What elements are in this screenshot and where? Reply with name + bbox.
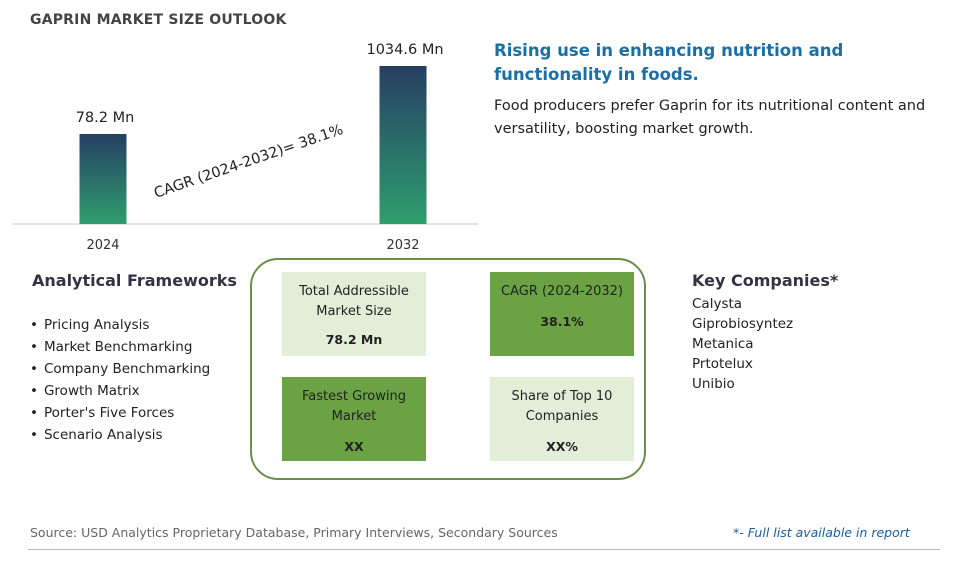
cagr-value: 38.1% [540, 314, 584, 329]
metrics-frame [250, 258, 646, 480]
x-tick-label-2024: 2024 [86, 238, 119, 253]
analytical-frameworks-list: Pricing Analysis Market Benchmarking Com… [30, 314, 210, 446]
fastest-growing-label: Fastest Growing Market [302, 389, 406, 424]
tam-box: Total Addressible Market Size 78.2 Mn [282, 272, 426, 356]
description: Food producers prefer Gaprin for its nut… [494, 98, 926, 137]
tam-label: Total Addressible Market Size [299, 284, 409, 319]
key-companies-list: Calysta Giprobiosyntez Metanica Prtotelu… [692, 294, 793, 394]
list-item: Giprobiosyntez [692, 316, 794, 332]
list-item: Company Benchmarking [30, 358, 210, 380]
key-companies-title: Key Companies* [692, 271, 839, 290]
source-note: Source: USD Analytics Proprietary Databa… [30, 525, 558, 540]
cagr-label: CAGR (2024-2032) [501, 284, 623, 299]
data-label-2024: 78.2 Mn [76, 110, 135, 126]
list-item: Porter's Five Forces [30, 402, 210, 424]
bar-2032 [379, 66, 427, 224]
full-list-note: *- Full list available in report [733, 525, 910, 540]
x-tick-label-2032: 2032 [386, 238, 419, 253]
footer-divider [28, 549, 940, 550]
list-item: Growth Matrix [30, 380, 210, 402]
list-item: Scenario Analysis [30, 424, 210, 446]
tam-value: 78.2 Mn [325, 332, 383, 347]
cagr-annotation: CAGR (2024-2032)= 38.1% [152, 122, 345, 202]
top10-share-box: Share of Top 10 Companies XX% [490, 377, 634, 461]
list-item: Metanica [692, 336, 754, 352]
list-item: Market Benchmarking [30, 336, 210, 358]
fastest-growing-value: XX [344, 439, 364, 454]
market-size-bar-chart: 78.2 Mn 2024 1034.6 Mn 2032 CAGR (2024-2032… [12, 42, 478, 253]
list-item: Prtotelux [692, 356, 753, 372]
list-item: Pricing Analysis [30, 314, 210, 336]
top10-share-value: XX% [546, 439, 578, 454]
bar-2024 [79, 134, 127, 224]
data-label-2032: 1034.6 Mn [366, 42, 443, 58]
chart-title: GAPRIN MARKET SIZE OUTLOOK [30, 12, 287, 28]
top10-share-label: Share of Top 10 Companies [511, 389, 613, 424]
analytical-frameworks-title: Analytical Frameworks [32, 271, 237, 290]
headline: Rising use in enhancing nutrition and fu… [494, 41, 844, 84]
cagr-box: CAGR (2024-2032) 38.1% [490, 272, 634, 356]
list-item: Calysta [692, 296, 743, 312]
list-item: Unibio [692, 376, 735, 392]
fastest-growing-box: Fastest Growing Market XX [282, 377, 426, 461]
